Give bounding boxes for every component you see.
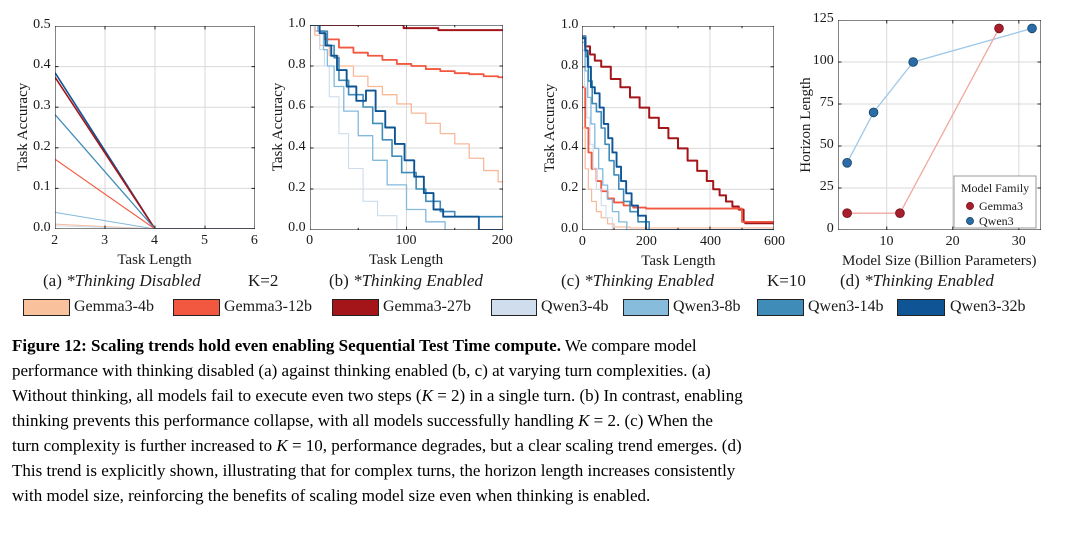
svg-text:Model Family: Model Family: [961, 181, 1029, 195]
svg-text:Qwen3: Qwen3: [979, 214, 1014, 228]
svg-text:Gemma3: Gemma3: [979, 199, 1023, 213]
